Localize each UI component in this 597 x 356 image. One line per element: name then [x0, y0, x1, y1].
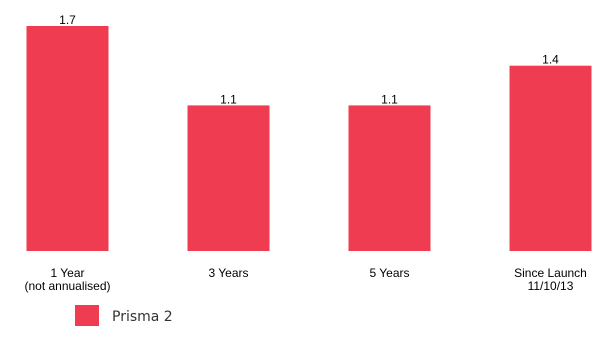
category-labels-layer: 1 Year(not annualised) 3 Years 5 Years Sinc…: [24, 266, 586, 293]
category-label: (not annualised): [24, 279, 110, 293]
bar: [509, 65, 592, 252]
category-label: 3 Years: [208, 266, 248, 280]
value-labels-layer: 1.7 1.1 1.1 1.4: [59, 13, 559, 106]
category-label: 1 Year: [50, 266, 84, 280]
bar: [187, 105, 270, 251]
category-label: 11/10/13: [528, 279, 574, 293]
bar-value-label: 1.1: [220, 92, 237, 106]
bar: [26, 26, 109, 251]
category-label: 5 Years: [369, 266, 409, 280]
bars-layer: [26, 26, 592, 252]
bar-value-label: 1.7: [59, 13, 76, 27]
legend-swatch: [75, 305, 99, 326]
legend-label: Prisma 2: [112, 309, 173, 325]
bar-value-label: 1.4: [542, 53, 559, 67]
legend: Prisma 2: [75, 305, 173, 326]
bar-value-label: 1.1: [381, 92, 398, 106]
bar: [348, 105, 431, 251]
category-label: Since Launch: [514, 266, 587, 280]
